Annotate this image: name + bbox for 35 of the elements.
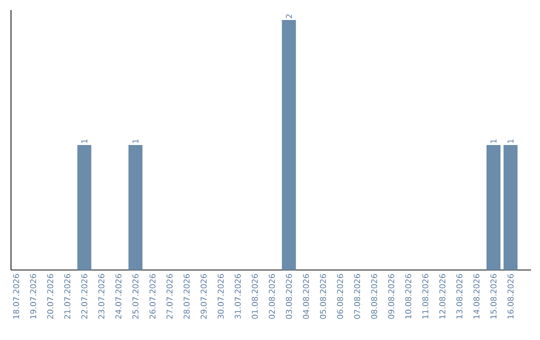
x-tick-label: 25.07.2026 bbox=[132, 274, 138, 319]
x-tick-label: 26.07.2026 bbox=[149, 274, 156, 319]
x-tick-label: 07.08.2026 bbox=[354, 274, 360, 319]
x-tick-label: 30.07.2026 bbox=[218, 274, 224, 319]
x-tick-label: 28.07.2026 bbox=[184, 274, 190, 319]
x-tick-label: 02.08.2026 bbox=[268, 274, 275, 319]
data-label: 1 bbox=[490, 139, 496, 143]
x-tick-label: 09.08.2026 bbox=[388, 274, 394, 319]
x-tick-label: 05.08.2026 bbox=[320, 274, 326, 319]
x-tick-label: 01.08.2026 bbox=[252, 274, 258, 319]
x-tick-label: 10.08.2026 bbox=[405, 274, 412, 318]
x-tick-label: 15.08.2026 bbox=[490, 274, 497, 318]
x-tick-label: 13.08.2026 bbox=[456, 274, 462, 318]
x-tick-label: 27.07.2026 bbox=[166, 274, 173, 319]
x-tick-label: 31.07.2026 bbox=[234, 274, 241, 319]
x-tick-label: 06.08.2026 bbox=[337, 274, 344, 319]
x-tick-label: 11.08.2026 bbox=[422, 274, 428, 318]
data-label: 1 bbox=[508, 139, 514, 143]
x-tick-label: 14.08.2026 bbox=[473, 274, 480, 318]
x-tick-label: 24.07.2026 bbox=[115, 274, 122, 319]
x-tick-label: 18.07.2026 bbox=[13, 274, 20, 318]
x-tick-label: 20.07.2026 bbox=[47, 274, 54, 319]
x-tick-label: 29.07.2026 bbox=[200, 274, 207, 319]
x-tick-label: 21.07.2026 bbox=[64, 274, 70, 319]
x-tick-label: 03.08.2026 bbox=[286, 274, 292, 319]
x-tick-label: 04.08.2026 bbox=[302, 274, 309, 319]
data-label: 1 bbox=[81, 139, 88, 143]
data-label: 2 bbox=[286, 14, 292, 18]
data-label: 1 bbox=[132, 139, 138, 143]
x-tick-label: 12.08.2026 bbox=[439, 274, 446, 318]
x-tick-label: 23.07.2026 bbox=[98, 274, 104, 319]
x-tick-label: 16.08.2026 bbox=[508, 274, 514, 318]
x-tick-label: 08.08.2026 bbox=[371, 274, 378, 319]
x-tick-label: 22.07.2026 bbox=[81, 274, 88, 319]
x-tick-label: 19.07.2026 bbox=[30, 274, 36, 318]
